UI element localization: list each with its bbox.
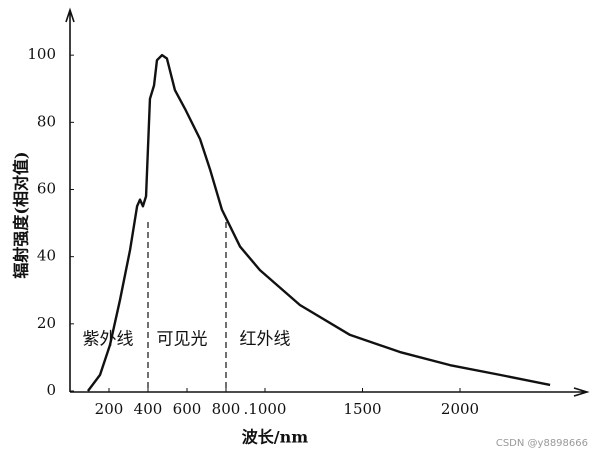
- y-tick-label: 60: [37, 179, 56, 197]
- line: [86, 53, 551, 392]
- x-tick-label: 1500: [343, 400, 381, 418]
- y-tick-label: 40: [37, 247, 56, 265]
- y-tick-label: 80: [37, 112, 56, 130]
- watermark: CSDN @y8898666: [496, 438, 588, 449]
- y-axis-label: 辐射强度(相对值): [12, 151, 31, 278]
- y-axis: [65, 7, 75, 392]
- x-tick-label: .1000: [244, 400, 287, 418]
- x-tick-label: 2000: [441, 400, 479, 418]
- x-axis-label: 波长/nm: [242, 428, 308, 447]
- x-tick-label: 600: [173, 400, 202, 418]
- y-tick-label: 100: [27, 45, 56, 63]
- region-label: 可见光: [157, 330, 208, 350]
- y-tick-label: 0: [46, 381, 56, 399]
- x-axis: [70, 387, 590, 397]
- x-tick-label: 800: [212, 400, 241, 418]
- region-label: 红外线: [240, 330, 291, 350]
- x-tick-label: 200: [95, 400, 124, 418]
- y-tick-label: 20: [37, 314, 56, 332]
- x-tick-label: 400: [134, 400, 163, 418]
- region-label: 紫外线: [83, 330, 134, 350]
